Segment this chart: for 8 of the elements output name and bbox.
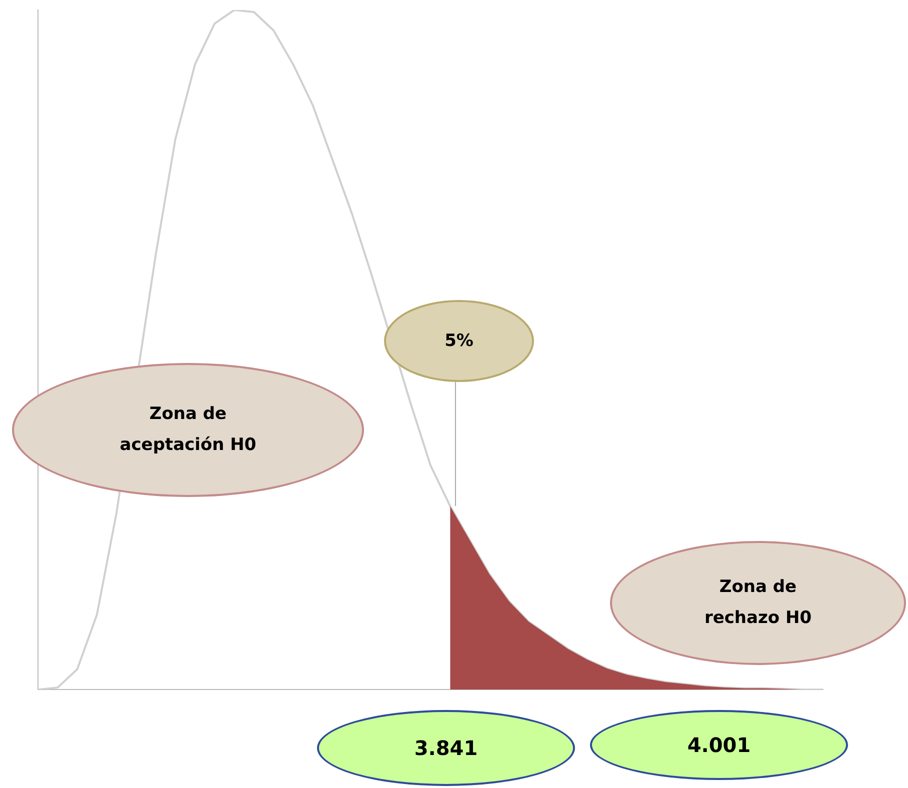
- ellipse-callout: 4.001: [590, 710, 848, 780]
- ellipse-callout: Zona de aceptación H0: [12, 363, 364, 497]
- annotation: Zona de rechazo H0: [703, 576, 813, 630]
- annotation: Zona de aceptación H0: [118, 403, 258, 457]
- annotation: 5%: [444, 331, 474, 351]
- ellipse-callout: Zona de rechazo H0: [610, 541, 906, 665]
- ellipse-callout: 3.841: [317, 710, 575, 786]
- ellipse-callout: 5%: [384, 300, 534, 506]
